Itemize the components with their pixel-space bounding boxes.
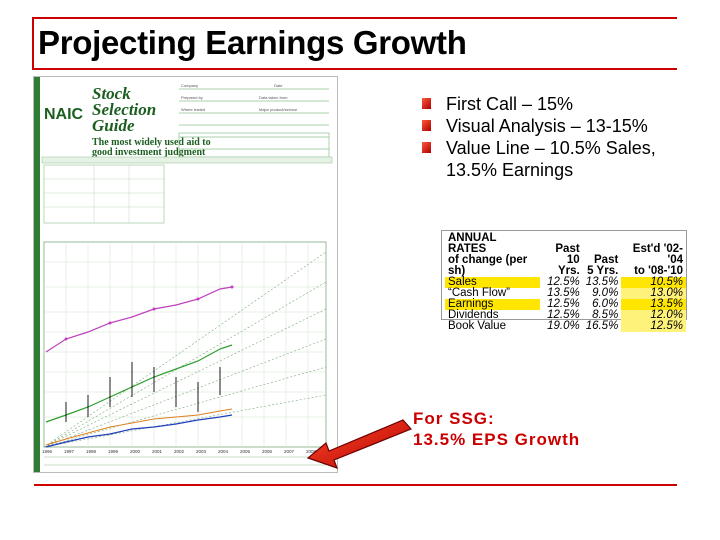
ssg-x-label: 1997 xyxy=(64,449,75,454)
rates-col-header: Est'd '02-'04 to '08-'10 xyxy=(632,243,683,277)
bullet-item: Value Line – 10.5% Sales, 13.5% Earnings xyxy=(420,137,700,181)
annual-rates-table: ANNUAL RATES of change (per sh) Past 10 Yr… xyxy=(441,230,687,332)
rates-cell: 9.0% xyxy=(592,287,619,299)
rates-cell: 8.5% xyxy=(592,309,619,321)
rates-row-label: “Cash Flow” xyxy=(448,287,510,299)
ssg-x-label: 2005 xyxy=(240,449,251,454)
rates-cell: 12.5% xyxy=(547,309,580,321)
ssg-x-label: 2000 xyxy=(130,449,141,454)
rates-cell: 13.5% xyxy=(621,298,686,310)
ssg-x-label: 2007 xyxy=(284,449,295,454)
rates-cell: 16.5% xyxy=(585,320,619,332)
ssg-tagline-1: The most widely used aid to xyxy=(92,137,211,148)
ssg-tagline-2: good investment judgment xyxy=(92,147,206,158)
bullet-text: First Call – 15% xyxy=(446,94,574,114)
rates-row: “Cash Flow” 13.5% 9.0% 13.0% xyxy=(445,287,686,299)
ssg-annotation-line1: For SSG: xyxy=(413,409,495,428)
ssg-x-label: 2004 xyxy=(218,449,229,454)
rates-col-header: Past 10 Yrs. xyxy=(555,243,580,277)
bullet-list: First Call – 15% Visual Analysis – 13-15… xyxy=(420,93,700,181)
ssg-x-label: 2002 xyxy=(174,449,185,454)
rates-col-header: Past 5 Yrs. xyxy=(587,254,619,277)
rates-cell: 12.0% xyxy=(621,309,686,321)
ssg-x-label: 2001 xyxy=(152,449,163,454)
rates-row: Dividends 12.5% 8.5% 12.0% xyxy=(445,309,686,321)
rates-cell: 10.5% xyxy=(621,276,686,288)
rates-row-label: Sales xyxy=(445,276,541,288)
rates-cell: 19.0% xyxy=(547,320,580,332)
bullet-square-icon xyxy=(422,120,431,131)
rates-row-label: Book Value xyxy=(448,320,506,332)
rates-row: Earnings 12.5% 6.0% 13.5% xyxy=(445,298,686,310)
bullet-square-icon xyxy=(422,98,431,109)
rates-row: Sales 12.5% 13.5% 10.5% xyxy=(445,276,686,288)
svg-text:Company: Company xyxy=(181,83,198,88)
ssg-heading-1: Stock xyxy=(92,84,131,103)
stock-selection-guide-image: NAIC Stock Selection Guide The most wide… xyxy=(33,76,338,473)
rates-cell: 12.5% xyxy=(547,298,580,310)
bullet-item: Visual Analysis – 13-15% xyxy=(420,115,700,137)
rates-cell: 13.0% xyxy=(621,287,686,299)
rates-row: Book Value 19.0% 16.5% 12.5% xyxy=(445,320,686,332)
ssg-annotation-line2: 13.5% EPS Growth xyxy=(413,430,581,449)
svg-text:Where traded: Where traded xyxy=(181,107,205,112)
rates-cell: 12.5% xyxy=(547,276,580,288)
title-rule-top xyxy=(32,17,677,19)
ssg-heading-2: Selection xyxy=(92,100,156,119)
ssg-x-label: 2003 xyxy=(196,449,207,454)
ssg-x-label: 2008 xyxy=(306,449,317,454)
bullet-square-icon xyxy=(422,142,431,153)
rates-header-label: ANNUAL RATES of change (per sh) xyxy=(448,232,528,277)
title-rule-bottom xyxy=(32,68,677,70)
footer-rule xyxy=(34,484,677,486)
title-rule-left xyxy=(32,17,34,69)
rates-row-label: Dividends xyxy=(448,309,499,321)
svg-text:Data taken from: Data taken from xyxy=(259,95,288,100)
ssg-x-label: 1999 xyxy=(108,449,119,454)
bullet-text: Visual Analysis – 13-15% xyxy=(446,116,648,136)
rates-cell: 13.5% xyxy=(547,287,580,299)
rates-cell: 13.5% xyxy=(585,276,619,288)
ssg-x-label: 1998 xyxy=(86,449,97,454)
svg-text:Prepared by: Prepared by xyxy=(181,95,203,100)
ssg-annotation: For SSG: 13.5% EPS Growth xyxy=(413,408,580,450)
rates-cell: 12.5% xyxy=(621,320,686,332)
rates-row-label: Earnings xyxy=(445,298,541,310)
svg-text:Major product/service: Major product/service xyxy=(259,107,298,112)
ssg-x-label: 1996 xyxy=(42,449,53,454)
slide-title: Projecting Earnings Growth xyxy=(38,24,467,61)
bullet-text: Value Line – 10.5% Sales, 13.5% Earnings xyxy=(446,138,656,180)
ssg-heading-3: Guide xyxy=(92,116,135,135)
svg-text:Date: Date xyxy=(274,83,283,88)
naic-logo: NAIC xyxy=(44,106,84,123)
bullet-item: First Call – 15% xyxy=(420,93,700,115)
ssg-form-graphic: NAIC Stock Selection Guide The most wide… xyxy=(34,77,333,472)
rates-cell: 6.0% xyxy=(592,298,619,310)
ssg-x-label: 2006 xyxy=(262,449,273,454)
